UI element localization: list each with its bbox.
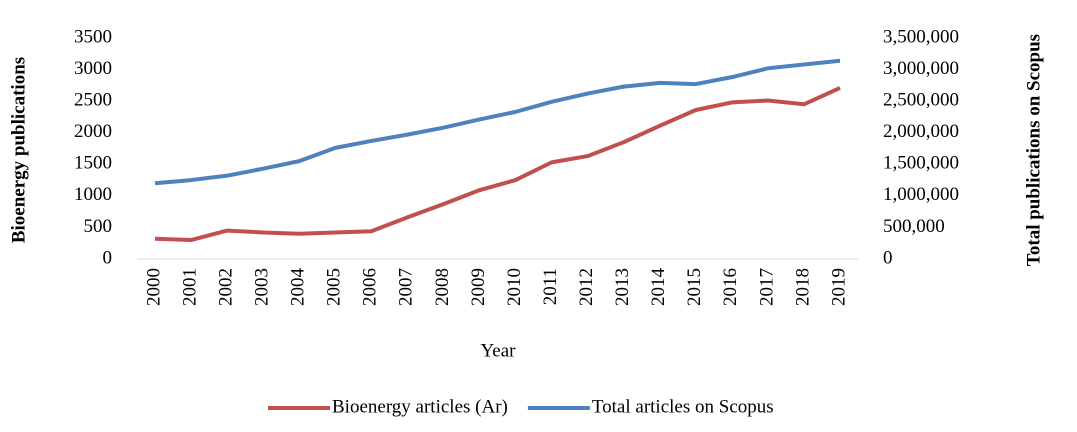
x-tick-label: 2004 [288,268,309,307]
x-tick-label: 2015 [684,268,705,306]
y-tick-label: 3000 [74,58,112,79]
x-tick-label: 2010 [504,268,525,306]
x-tick-label: 2009 [468,268,489,306]
y-tick-label: 2500 [74,90,112,111]
x-tick-label: 2013 [612,268,633,306]
x-tick-label: 2012 [576,268,597,306]
x-tick-label: 2005 [324,268,345,306]
x-axis-label: Year [480,340,516,361]
y2-tick-label: 500,000 [883,216,945,237]
x-tick-label: 2003 [252,268,273,306]
y2-tick-label: 1,000,000 [883,184,959,205]
x-tick-label: 2002 [215,268,236,306]
x-tick-label: 2008 [432,268,453,306]
y2-axis-label: Total publications on Scopus [1023,34,1044,266]
x-tick-label: 2011 [540,268,561,305]
x-tick-label: 2016 [720,268,741,306]
y2-tick-label: 3,500,000 [883,26,959,47]
y2-tick-label: 0 [883,247,893,268]
x-tick-label: 2017 [756,268,777,306]
x-tick-label: 2001 [179,268,200,306]
legend-label: Total articles on Scopus [592,396,774,417]
x-tick-label: 2019 [828,268,849,306]
y-tick-label: 3500 [74,26,112,47]
y2-tick-label: 1,500,000 [883,153,959,174]
y-tick-label: 1500 [74,153,112,174]
x-tick-label: 2007 [396,268,417,306]
y2-tick-label: 2,500,000 [883,90,959,111]
y-tick-label: 1000 [74,184,112,205]
x-tick-label: 2018 [792,268,813,306]
legend-label: Bioenergy articles (Ar) [332,396,508,417]
y-tick-label: 0 [103,247,113,268]
series-line [154,86,841,243]
series-line [154,58,841,186]
y2-tick-label: 3,000,000 [883,58,959,79]
y-axis-label: Bioenergy publications [8,57,29,243]
y-tick-label: 500 [84,216,113,237]
y2-tick-label: 2,000,000 [883,121,959,142]
x-tick-label: 2000 [143,268,164,306]
y-tick-label: 2000 [74,121,112,142]
x-tick-label: 2014 [648,268,669,307]
x-tick-label: 2006 [360,268,381,306]
